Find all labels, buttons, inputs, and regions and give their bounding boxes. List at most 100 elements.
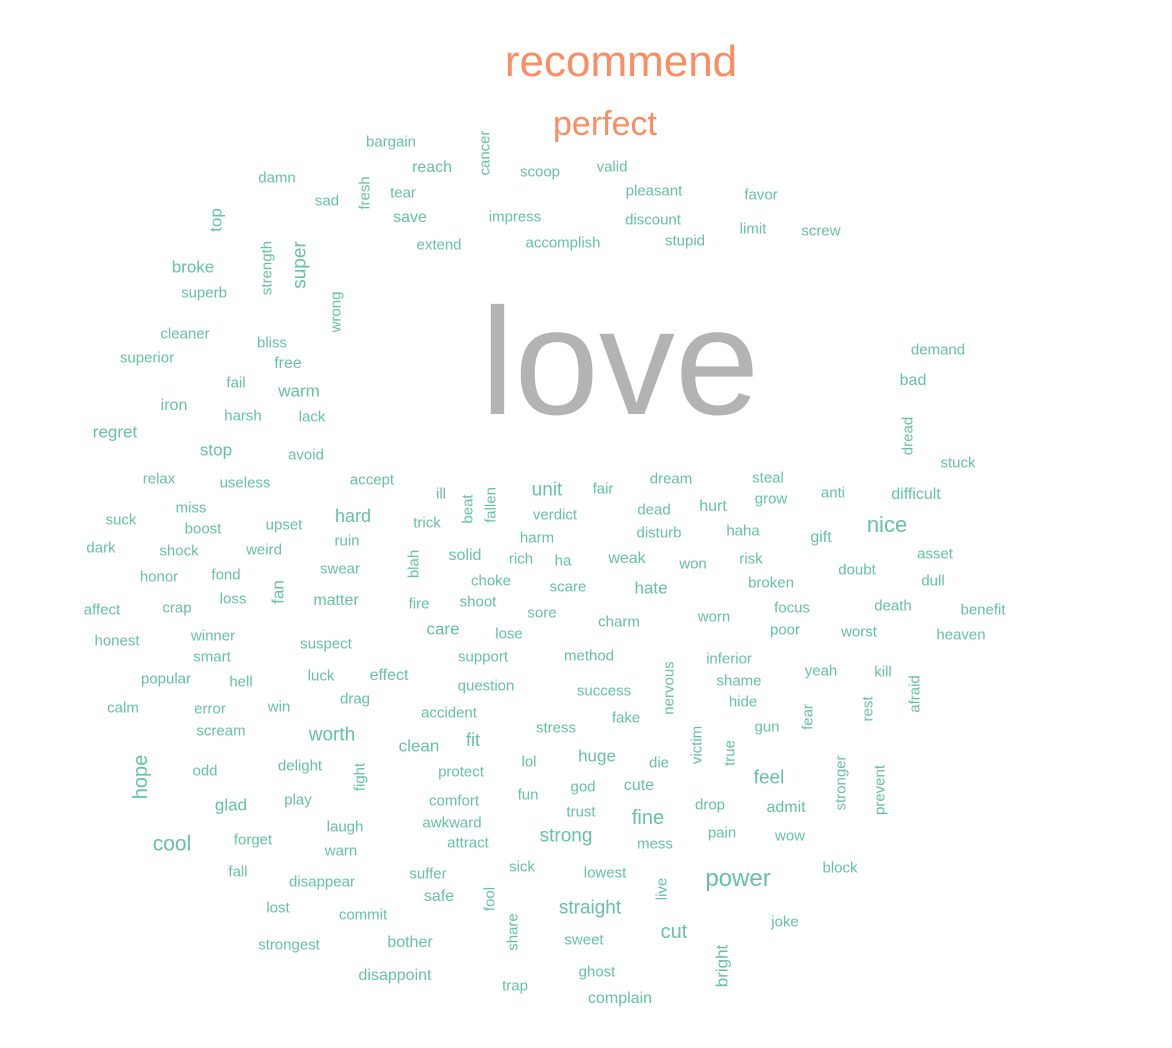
word-cleaner: cleaner [160, 325, 210, 343]
word-bad: bad [899, 372, 927, 389]
word-unit: unit [531, 479, 563, 501]
word-huge: huge [578, 746, 616, 766]
word-honest: honest [94, 632, 140, 650]
word-worst: worst [841, 623, 877, 641]
word-blah: blah [405, 549, 423, 579]
word-win: win [267, 698, 291, 716]
word-favor: favor [744, 186, 778, 204]
word-damn: damn [258, 169, 296, 187]
word-trick: trick [413, 514, 441, 532]
word-strongest: strongest [258, 936, 320, 954]
word-top: top [206, 208, 226, 232]
word-asset: asset [917, 545, 953, 563]
word-fresh: fresh [356, 176, 374, 210]
word-safe: safe [423, 888, 455, 905]
word-hell: hell [229, 673, 253, 691]
word-steal: steal [752, 469, 784, 487]
word-hurt: hurt [699, 498, 727, 515]
word-trust: trust [566, 803, 596, 821]
word-cancer: cancer [476, 130, 494, 176]
word-scare: scare [549, 578, 587, 596]
word-impress: impress [488, 208, 542, 226]
word-pleasant: pleasant [625, 182, 683, 200]
word-bright: bright [712, 944, 732, 988]
word-hard: hard [334, 506, 372, 526]
word-trap: trap [502, 977, 528, 995]
word-fair: fair [592, 480, 614, 498]
word-afraid: afraid [906, 675, 924, 713]
word-demand: demand [910, 341, 966, 359]
word-discount: discount [625, 211, 681, 229]
word-god: god [570, 778, 596, 796]
word-method: method [563, 647, 615, 665]
word-fool: fool [481, 886, 499, 912]
word-suspect: suspect [300, 635, 352, 653]
word-lack: lack [298, 408, 326, 426]
word-useless: useless [219, 474, 271, 492]
word-disturb: disturb [636, 524, 682, 542]
word-bliss: bliss [256, 334, 288, 352]
word-grow: grow [754, 490, 788, 508]
word-fear: fear [799, 704, 817, 730]
word-crap: crap [162, 599, 192, 617]
word-matter: matter [313, 592, 359, 609]
word-effect: effect [369, 667, 409, 684]
word-bargain: bargain [365, 133, 417, 151]
word-wrong: wrong [327, 291, 345, 333]
word-heaven: heaven [936, 626, 986, 644]
word-odd: odd [192, 762, 218, 780]
word-live: live [653, 877, 671, 901]
word-poor: poor [769, 621, 801, 639]
word-broken: broken [748, 574, 794, 592]
word-fan: fan [268, 580, 288, 604]
word-superb: superb [181, 284, 227, 302]
word-sweet: sweet [564, 931, 604, 949]
word-shoot: shoot [459, 593, 497, 611]
word-upset: upset [265, 516, 303, 534]
word-screw: screw [801, 222, 841, 240]
word-nice: nice [866, 512, 908, 537]
word-straight: straight [558, 897, 622, 919]
word-success: success [576, 682, 632, 700]
word-anti: anti [820, 484, 846, 502]
word-cute: cute [623, 777, 655, 794]
word-die: die [648, 754, 670, 772]
word-disappoint: disappoint [358, 967, 432, 984]
word-beat: beat [459, 494, 477, 524]
word-lowest: lowest [583, 864, 627, 882]
word-comfort: comfort [428, 792, 480, 810]
word-doubt: doubt [838, 561, 876, 579]
word-recommend: recommend [504, 37, 738, 86]
word-accident: accident [421, 704, 477, 722]
word-miss: miss [175, 499, 207, 517]
word-prevent: prevent [871, 764, 889, 816]
word-calm: calm [107, 699, 139, 717]
word-sad: sad [314, 192, 340, 210]
word-stop: stop [199, 440, 233, 460]
word-weird: weird [246, 541, 282, 559]
word-valid: valid [596, 158, 628, 176]
word-lol: lol [521, 753, 537, 771]
word-affect: affect [83, 601, 121, 619]
word-warn: warn [324, 842, 358, 860]
word-scream: scream [196, 722, 246, 740]
word-support: support [457, 648, 509, 666]
word-winner: winner [190, 627, 236, 645]
word-harsh: harsh [224, 407, 262, 425]
word-strong: strong [539, 825, 593, 847]
word-avoid: avoid [288, 446, 324, 464]
word-disappear: disappear [289, 873, 355, 891]
word-error: error [194, 700, 226, 718]
word-drag: drag [339, 690, 371, 708]
word-stronger: stronger [832, 755, 850, 811]
word-play: play [284, 791, 312, 809]
word-hide: hide [728, 693, 758, 711]
word-question: question [457, 677, 515, 695]
word-limit: limit [739, 220, 767, 238]
word-sick: sick [509, 858, 535, 876]
word-victim: victim [688, 725, 706, 765]
word-attract: attract [447, 834, 489, 852]
word-ruin: ruin [334, 532, 360, 550]
word-commit: commit [338, 906, 388, 924]
